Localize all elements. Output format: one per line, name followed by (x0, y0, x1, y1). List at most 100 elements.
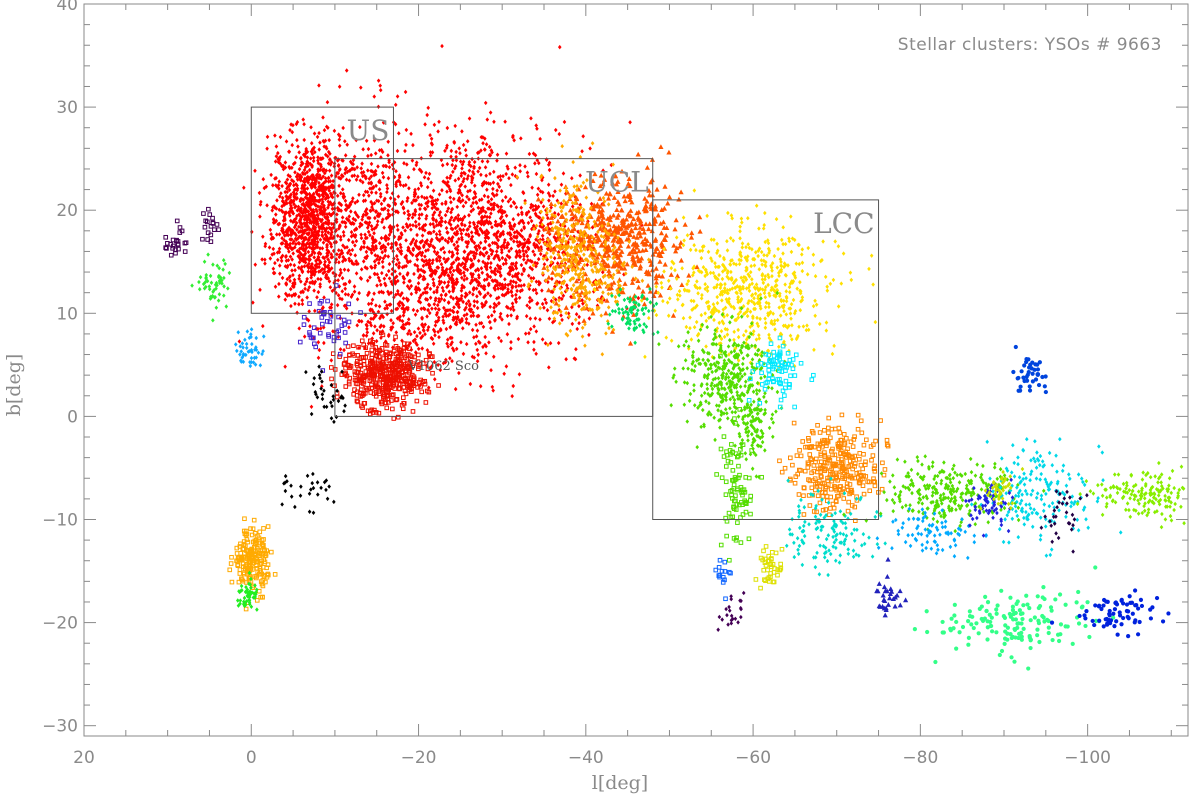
data-point (279, 208, 284, 213)
data-point (546, 182, 551, 187)
data-point (237, 339, 242, 344)
data-point (347, 178, 352, 183)
data-point (321, 194, 326, 199)
data-point (334, 394, 340, 400)
data-point (529, 275, 533, 281)
data-point (316, 213, 320, 218)
data-point (354, 238, 359, 244)
data-point (459, 288, 464, 293)
data-point (376, 164, 380, 169)
data-point (316, 160, 321, 166)
data-point (458, 190, 463, 195)
data-point (486, 235, 491, 241)
data-point (322, 209, 327, 215)
data-point (673, 308, 678, 313)
data-point (394, 274, 399, 279)
data-point (460, 326, 465, 331)
data-point (361, 333, 366, 338)
data-point (417, 216, 422, 221)
data-point (409, 227, 413, 232)
data-point (341, 158, 345, 163)
data-point (295, 213, 299, 219)
data-point (329, 302, 334, 307)
data-point (568, 328, 573, 334)
data-point (800, 247, 805, 252)
data-point (313, 197, 317, 203)
data-point (343, 220, 348, 226)
data-point (379, 270, 384, 276)
data-point (472, 222, 477, 227)
data-point (327, 260, 332, 265)
data-point (336, 163, 341, 169)
data-point (359, 338, 365, 344)
data-point (571, 283, 576, 288)
data-point (286, 257, 291, 263)
data-point (664, 335, 669, 340)
data-point (428, 132, 432, 138)
data-point (739, 216, 744, 221)
data-point (413, 190, 417, 195)
data-point (390, 406, 395, 412)
data-point (375, 283, 379, 288)
data-point (399, 230, 404, 236)
data-point (381, 120, 386, 125)
data-point (327, 185, 332, 190)
data-point (429, 136, 434, 141)
data-point (444, 199, 448, 205)
data-point (757, 267, 762, 272)
data-point (512, 239, 516, 244)
data-point (274, 175, 278, 181)
data-point (495, 152, 500, 157)
data-point (271, 205, 275, 210)
data-point (449, 238, 454, 244)
data-point (296, 204, 301, 209)
data-point (557, 321, 562, 326)
data-point (274, 154, 279, 159)
data-point (422, 206, 427, 211)
data-point (441, 179, 446, 184)
data-point (383, 163, 388, 169)
data-point (328, 285, 333, 290)
data-point (426, 242, 431, 248)
data-point (287, 227, 291, 232)
data-point (555, 218, 561, 224)
data-point (458, 183, 462, 189)
data-point (303, 242, 308, 248)
data-point (704, 344, 708, 349)
data-point (343, 139, 347, 144)
data-point (327, 220, 331, 225)
data-point (314, 173, 319, 178)
data-point (402, 210, 407, 216)
data-point (489, 148, 494, 153)
data-point (366, 153, 370, 159)
data-point (315, 231, 319, 236)
data-point (680, 266, 684, 271)
data-point (280, 195, 285, 201)
data-point (447, 249, 452, 255)
data-point (662, 183, 668, 189)
data-point (813, 274, 818, 279)
data-point (390, 266, 395, 272)
data-point (589, 201, 594, 207)
data-point (305, 155, 310, 160)
data-point (510, 293, 515, 299)
data-point (440, 43, 444, 49)
data-point (535, 192, 540, 197)
data-point (326, 199, 330, 204)
data-point (349, 209, 353, 214)
data-point (454, 280, 458, 285)
data-point (440, 201, 444, 207)
data-point (414, 285, 418, 290)
data-point (445, 125, 450, 131)
data-point (435, 197, 440, 203)
data-point (575, 326, 580, 332)
data-point (413, 312, 418, 317)
data-point (375, 213, 380, 219)
data-point (614, 207, 620, 213)
data-point (811, 303, 816, 309)
data-point (295, 119, 300, 125)
data-point (335, 158, 340, 163)
data-point (442, 256, 446, 261)
data-point (428, 150, 433, 155)
data-point (414, 238, 419, 244)
